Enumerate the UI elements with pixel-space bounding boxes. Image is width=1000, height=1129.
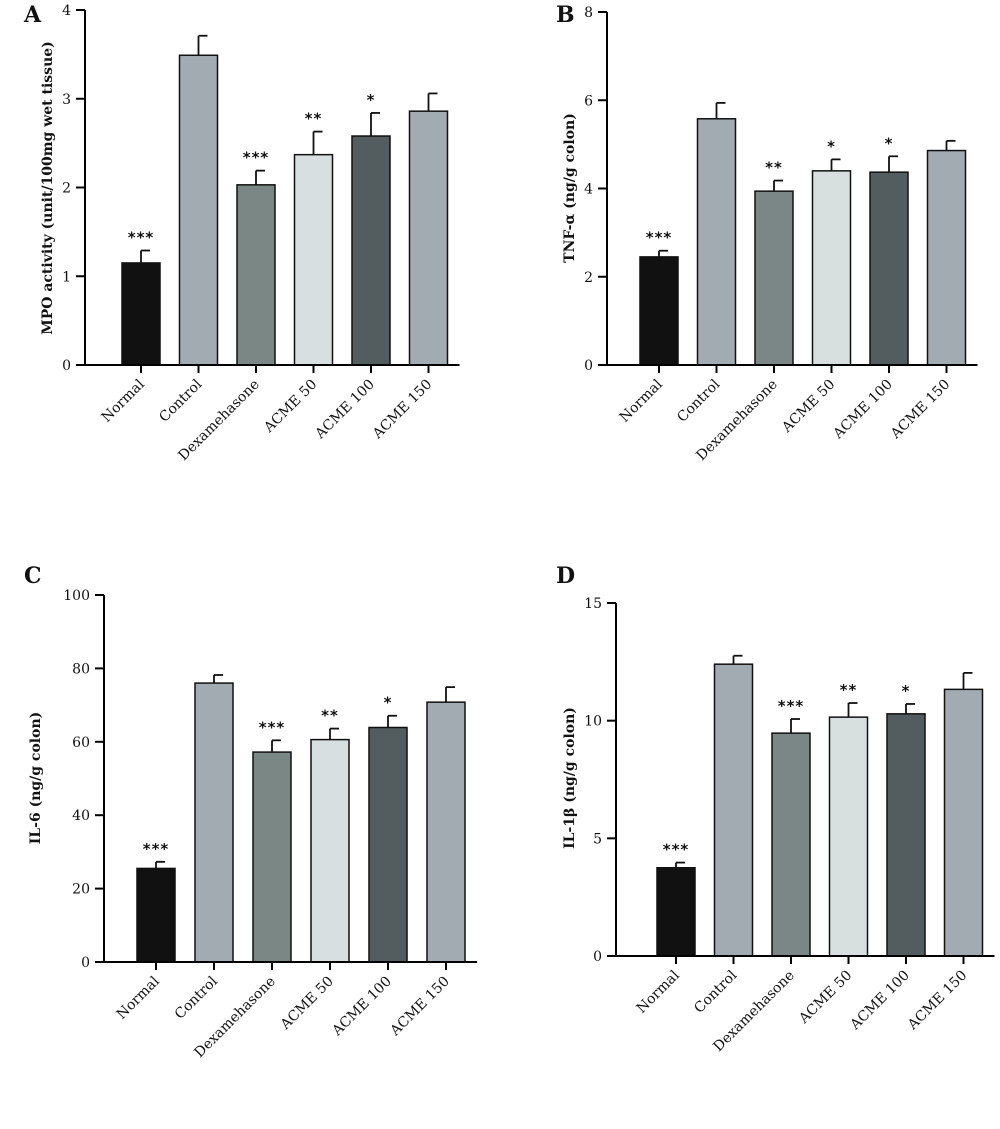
y-axis-label: MPO activity (unit/100mg wet tissue) — [40, 41, 56, 335]
y-tick-label: 0 — [62, 358, 71, 374]
bar-acme-150 — [943, 688, 984, 957]
bar-normal — [136, 867, 176, 963]
significance-marker: *** — [646, 229, 673, 247]
bar-acme-150 — [926, 149, 967, 366]
significance-marker: *** — [243, 149, 270, 167]
significance-marker: ** — [321, 707, 339, 725]
significance-marker: ** — [765, 159, 783, 177]
x-tick-label: ACME 100 — [329, 974, 395, 1040]
significance-marker: * — [827, 137, 836, 155]
significance-marker: *** — [663, 841, 690, 859]
y-axis-label: TNF-α (ng/g colon) — [562, 113, 578, 263]
bar-control — [194, 682, 234, 963]
x-tick-label: ACME 50 — [260, 377, 320, 437]
significance-marker: * — [885, 134, 894, 152]
bar-acme-150 — [426, 701, 466, 963]
x-tick-label: Normal — [114, 973, 163, 1022]
x-tick-label: Control — [691, 967, 740, 1016]
y-tick-label: 0 — [593, 949, 602, 965]
x-tick-label: Control — [172, 973, 221, 1022]
panel-letter: C — [24, 563, 42, 589]
x-tick-label: Normal — [617, 376, 666, 425]
x-tick-label: ACME 100 — [830, 377, 896, 443]
bar-acme-50 — [310, 738, 350, 963]
x-tick-label: Control — [674, 376, 723, 425]
significance-marker: ** — [840, 681, 858, 699]
x-tick-label: ACME 50 — [795, 968, 855, 1028]
significance-marker: *** — [128, 229, 155, 247]
y-tick-label: 40 — [72, 808, 90, 824]
bar-acme-100 — [869, 171, 909, 366]
y-tick-label: 4 — [584, 182, 593, 198]
significance-marker: * — [384, 694, 393, 712]
y-tick-label: 60 — [72, 735, 90, 751]
significance-marker: * — [367, 91, 376, 109]
bar-normal — [639, 256, 679, 366]
bar-acme-100 — [368, 726, 408, 963]
significance-marker: *** — [778, 697, 805, 715]
x-tick-label: Normal — [634, 967, 683, 1016]
bar-acme-50 — [828, 716, 869, 957]
chart-panel-d: DIL-1β (ng/g colon)***Normal Control***De… — [556, 563, 995, 1055]
y-tick-label: 0 — [584, 358, 593, 374]
bar-acme-100 — [886, 713, 926, 957]
y-axis-label: IL-6 (ng/g colon) — [28, 712, 44, 845]
x-tick-label: Normal — [99, 376, 148, 425]
x-tick-label: ACME 50 — [778, 377, 838, 437]
y-axis-label: IL-1β (ng/g colon) — [562, 707, 578, 849]
y-tick-label: 20 — [72, 882, 90, 898]
y-tick-label: 2 — [584, 270, 593, 286]
y-tick-label: 4 — [62, 3, 71, 19]
bar-dexamehasone — [236, 184, 276, 366]
y-tick-label: 0 — [81, 955, 90, 971]
significance-marker: *** — [143, 840, 170, 858]
chart-panel-c: CIL-6 (ng/g colon)***Normal Control***Dex… — [24, 563, 477, 1061]
bar-acme-150 — [408, 110, 449, 366]
significance-marker: *** — [259, 718, 286, 736]
panel-letter: B — [556, 2, 575, 28]
panel-letter: A — [23, 2, 42, 28]
y-tick-label: 100 — [63, 588, 90, 604]
y-tick-label: 8 — [584, 5, 593, 21]
x-tick-label: ACME 150 — [387, 974, 453, 1040]
y-tick-label: 2 — [62, 181, 71, 197]
y-tick-label: 10 — [584, 714, 602, 730]
y-tick-label: 1 — [62, 269, 71, 285]
bar-control — [178, 54, 219, 366]
panel-letter: D — [556, 563, 575, 589]
bar-control — [696, 118, 737, 366]
bar-normal — [121, 262, 161, 366]
bar-control — [713, 663, 754, 957]
y-tick-label: 80 — [72, 661, 90, 677]
x-tick-label: ACME 150 — [904, 968, 970, 1034]
x-tick-label: Control — [156, 376, 205, 425]
bar-acme-100 — [351, 135, 391, 366]
y-tick-label: 5 — [593, 831, 602, 847]
significance-marker: * — [902, 682, 911, 700]
bar-dexamehasone — [754, 190, 794, 366]
significance-marker: ** — [305, 110, 323, 128]
bar-acme-50 — [293, 153, 334, 366]
y-tick-label: 6 — [584, 93, 593, 109]
x-tick-label: ACME 100 — [312, 377, 378, 443]
y-tick-label: 3 — [62, 92, 71, 108]
bar-acme-50 — [811, 170, 852, 366]
bar-normal — [656, 867, 696, 957]
x-tick-label: ACME 150 — [887, 377, 953, 443]
x-tick-label: ACME 100 — [847, 968, 913, 1034]
bar-dexamehasone — [771, 732, 811, 957]
bar-dexamehasone — [252, 751, 292, 963]
x-tick-label: ACME 150 — [369, 377, 435, 443]
y-tick-label: 15 — [584, 596, 602, 612]
x-tick-label: ACME 50 — [277, 974, 337, 1034]
